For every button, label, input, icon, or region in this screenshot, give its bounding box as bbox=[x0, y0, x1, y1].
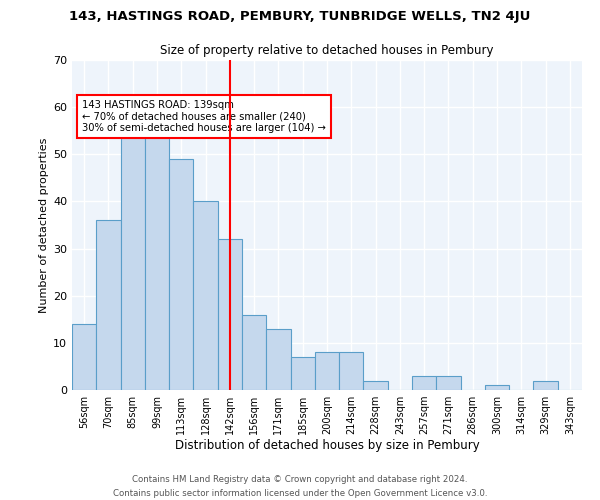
Text: 143, HASTINGS ROAD, PEMBURY, TUNBRIDGE WELLS, TN2 4JU: 143, HASTINGS ROAD, PEMBURY, TUNBRIDGE W… bbox=[70, 10, 530, 23]
Bar bbox=[485, 386, 509, 390]
Text: 143 HASTINGS ROAD: 139sqm
← 70% of detached houses are smaller (240)
30% of semi: 143 HASTINGS ROAD: 139sqm ← 70% of detac… bbox=[82, 100, 326, 133]
Bar bbox=[218, 239, 242, 390]
Bar bbox=[339, 352, 364, 390]
Bar bbox=[96, 220, 121, 390]
Y-axis label: Number of detached properties: Number of detached properties bbox=[39, 138, 49, 312]
Bar bbox=[193, 202, 218, 390]
Bar bbox=[290, 357, 315, 390]
Title: Size of property relative to detached houses in Pembury: Size of property relative to detached ho… bbox=[160, 44, 494, 58]
Bar bbox=[145, 126, 169, 390]
Bar bbox=[436, 376, 461, 390]
Bar bbox=[121, 136, 145, 390]
Bar bbox=[169, 159, 193, 390]
Bar bbox=[412, 376, 436, 390]
Text: Contains HM Land Registry data © Crown copyright and database right 2024.
Contai: Contains HM Land Registry data © Crown c… bbox=[113, 476, 487, 498]
Bar bbox=[72, 324, 96, 390]
Bar bbox=[364, 380, 388, 390]
Bar bbox=[266, 328, 290, 390]
Bar bbox=[533, 380, 558, 390]
Bar bbox=[242, 314, 266, 390]
Bar bbox=[315, 352, 339, 390]
X-axis label: Distribution of detached houses by size in Pembury: Distribution of detached houses by size … bbox=[175, 438, 479, 452]
